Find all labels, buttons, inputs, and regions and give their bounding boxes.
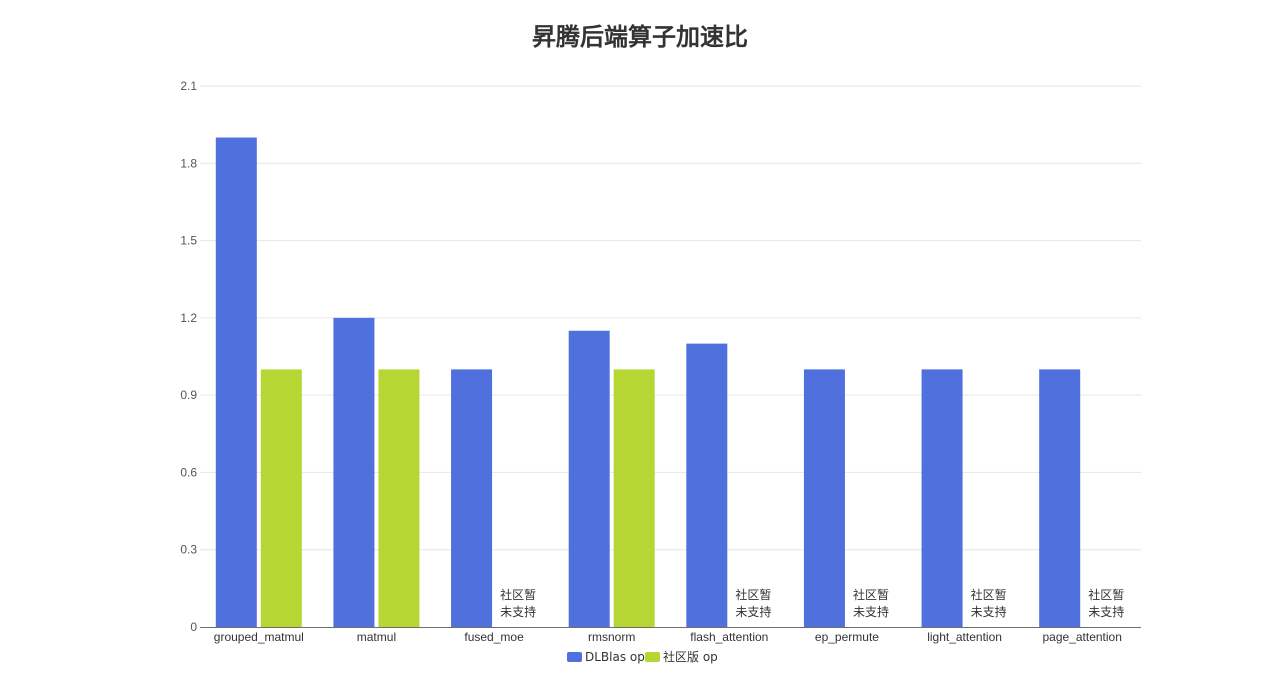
bar-matmul-dlblas[interactable] xyxy=(333,317,375,627)
legend-label: 社区版 op xyxy=(663,649,718,664)
unsupported-note-label: 社区暂 xyxy=(500,587,536,602)
unsupported-note-label: 社区暂 xyxy=(971,587,1007,602)
x-tick-label: page_attention xyxy=(1042,630,1121,644)
bar-fused_moe-dlblas[interactable] xyxy=(451,369,493,627)
bar-light_attention-dlblas[interactable] xyxy=(921,369,963,627)
y-tick-label: 1.8 xyxy=(180,156,197,170)
legend-swatch xyxy=(567,652,582,662)
x-tick-label: rmsnorm xyxy=(588,630,635,644)
y-tick-label: 0 xyxy=(190,620,197,634)
unsupported-note-label: 社区暂 xyxy=(1088,587,1124,602)
bar-grouped_matmul-dlblas[interactable] xyxy=(215,137,257,627)
y-tick-label: 0.6 xyxy=(180,465,197,479)
x-tick-label: flash_attention xyxy=(690,630,768,644)
unsupported-note-label: 未支持 xyxy=(853,604,889,619)
y-tick-label: 1.5 xyxy=(180,234,197,248)
x-tick-label: fused_moe xyxy=(464,630,524,644)
x-tick-label: ep_permute xyxy=(815,630,879,644)
y-tick-label: 1.2 xyxy=(180,311,197,325)
unsupported-note-label: 未支持 xyxy=(971,604,1007,619)
unsupported-note-label: 未支持 xyxy=(735,604,771,619)
legend[interactable]: DLBlas op 社区版 op xyxy=(567,649,718,664)
chart-title: 昇腾后端算子加速比 xyxy=(532,23,748,51)
bar-rmsnorm-community[interactable] xyxy=(613,369,655,627)
y-tick-label: 0.3 xyxy=(180,543,197,557)
x-tick-label: matmul xyxy=(357,630,396,644)
unsupported-note-label: 社区暂 xyxy=(735,587,771,602)
bar-rmsnorm-dlblas[interactable] xyxy=(568,330,610,627)
legend-label: DLBlas op xyxy=(585,650,645,664)
legend-item-community[interactable]: 社区版 op xyxy=(645,649,718,664)
x-tick-label: grouped_matmul xyxy=(214,630,304,644)
legend-swatch xyxy=(645,652,660,662)
y-tick-label: 0.9 xyxy=(180,388,197,402)
x-tick-label: light_attention xyxy=(927,630,1002,644)
bar-ep_permute-dlblas[interactable] xyxy=(803,369,845,627)
legend-item-dlblas[interactable]: DLBlas op xyxy=(567,650,645,664)
y-axis-ticks: 0 0.3 0.6 0.9 1.2 1.5 1.8 2.1 xyxy=(180,79,197,634)
x-axis-labels: grouped_matmul matmul fused_moe rmsnorm flas… xyxy=(214,630,1122,644)
bar-matmul-community[interactable] xyxy=(378,369,420,627)
unsupported-note-label: 社区暂 xyxy=(853,587,889,602)
bar-grouped_matmul-community[interactable] xyxy=(260,369,302,627)
unsupported-note-label: 未支持 xyxy=(500,604,536,619)
bar-flash_attention-dlblas[interactable] xyxy=(686,343,728,627)
bars xyxy=(215,137,1081,627)
unsupported-note-label: 未支持 xyxy=(1088,604,1124,619)
bar-page_attention-dlblas[interactable] xyxy=(1039,369,1081,627)
y-tick-label: 2.1 xyxy=(180,79,197,93)
